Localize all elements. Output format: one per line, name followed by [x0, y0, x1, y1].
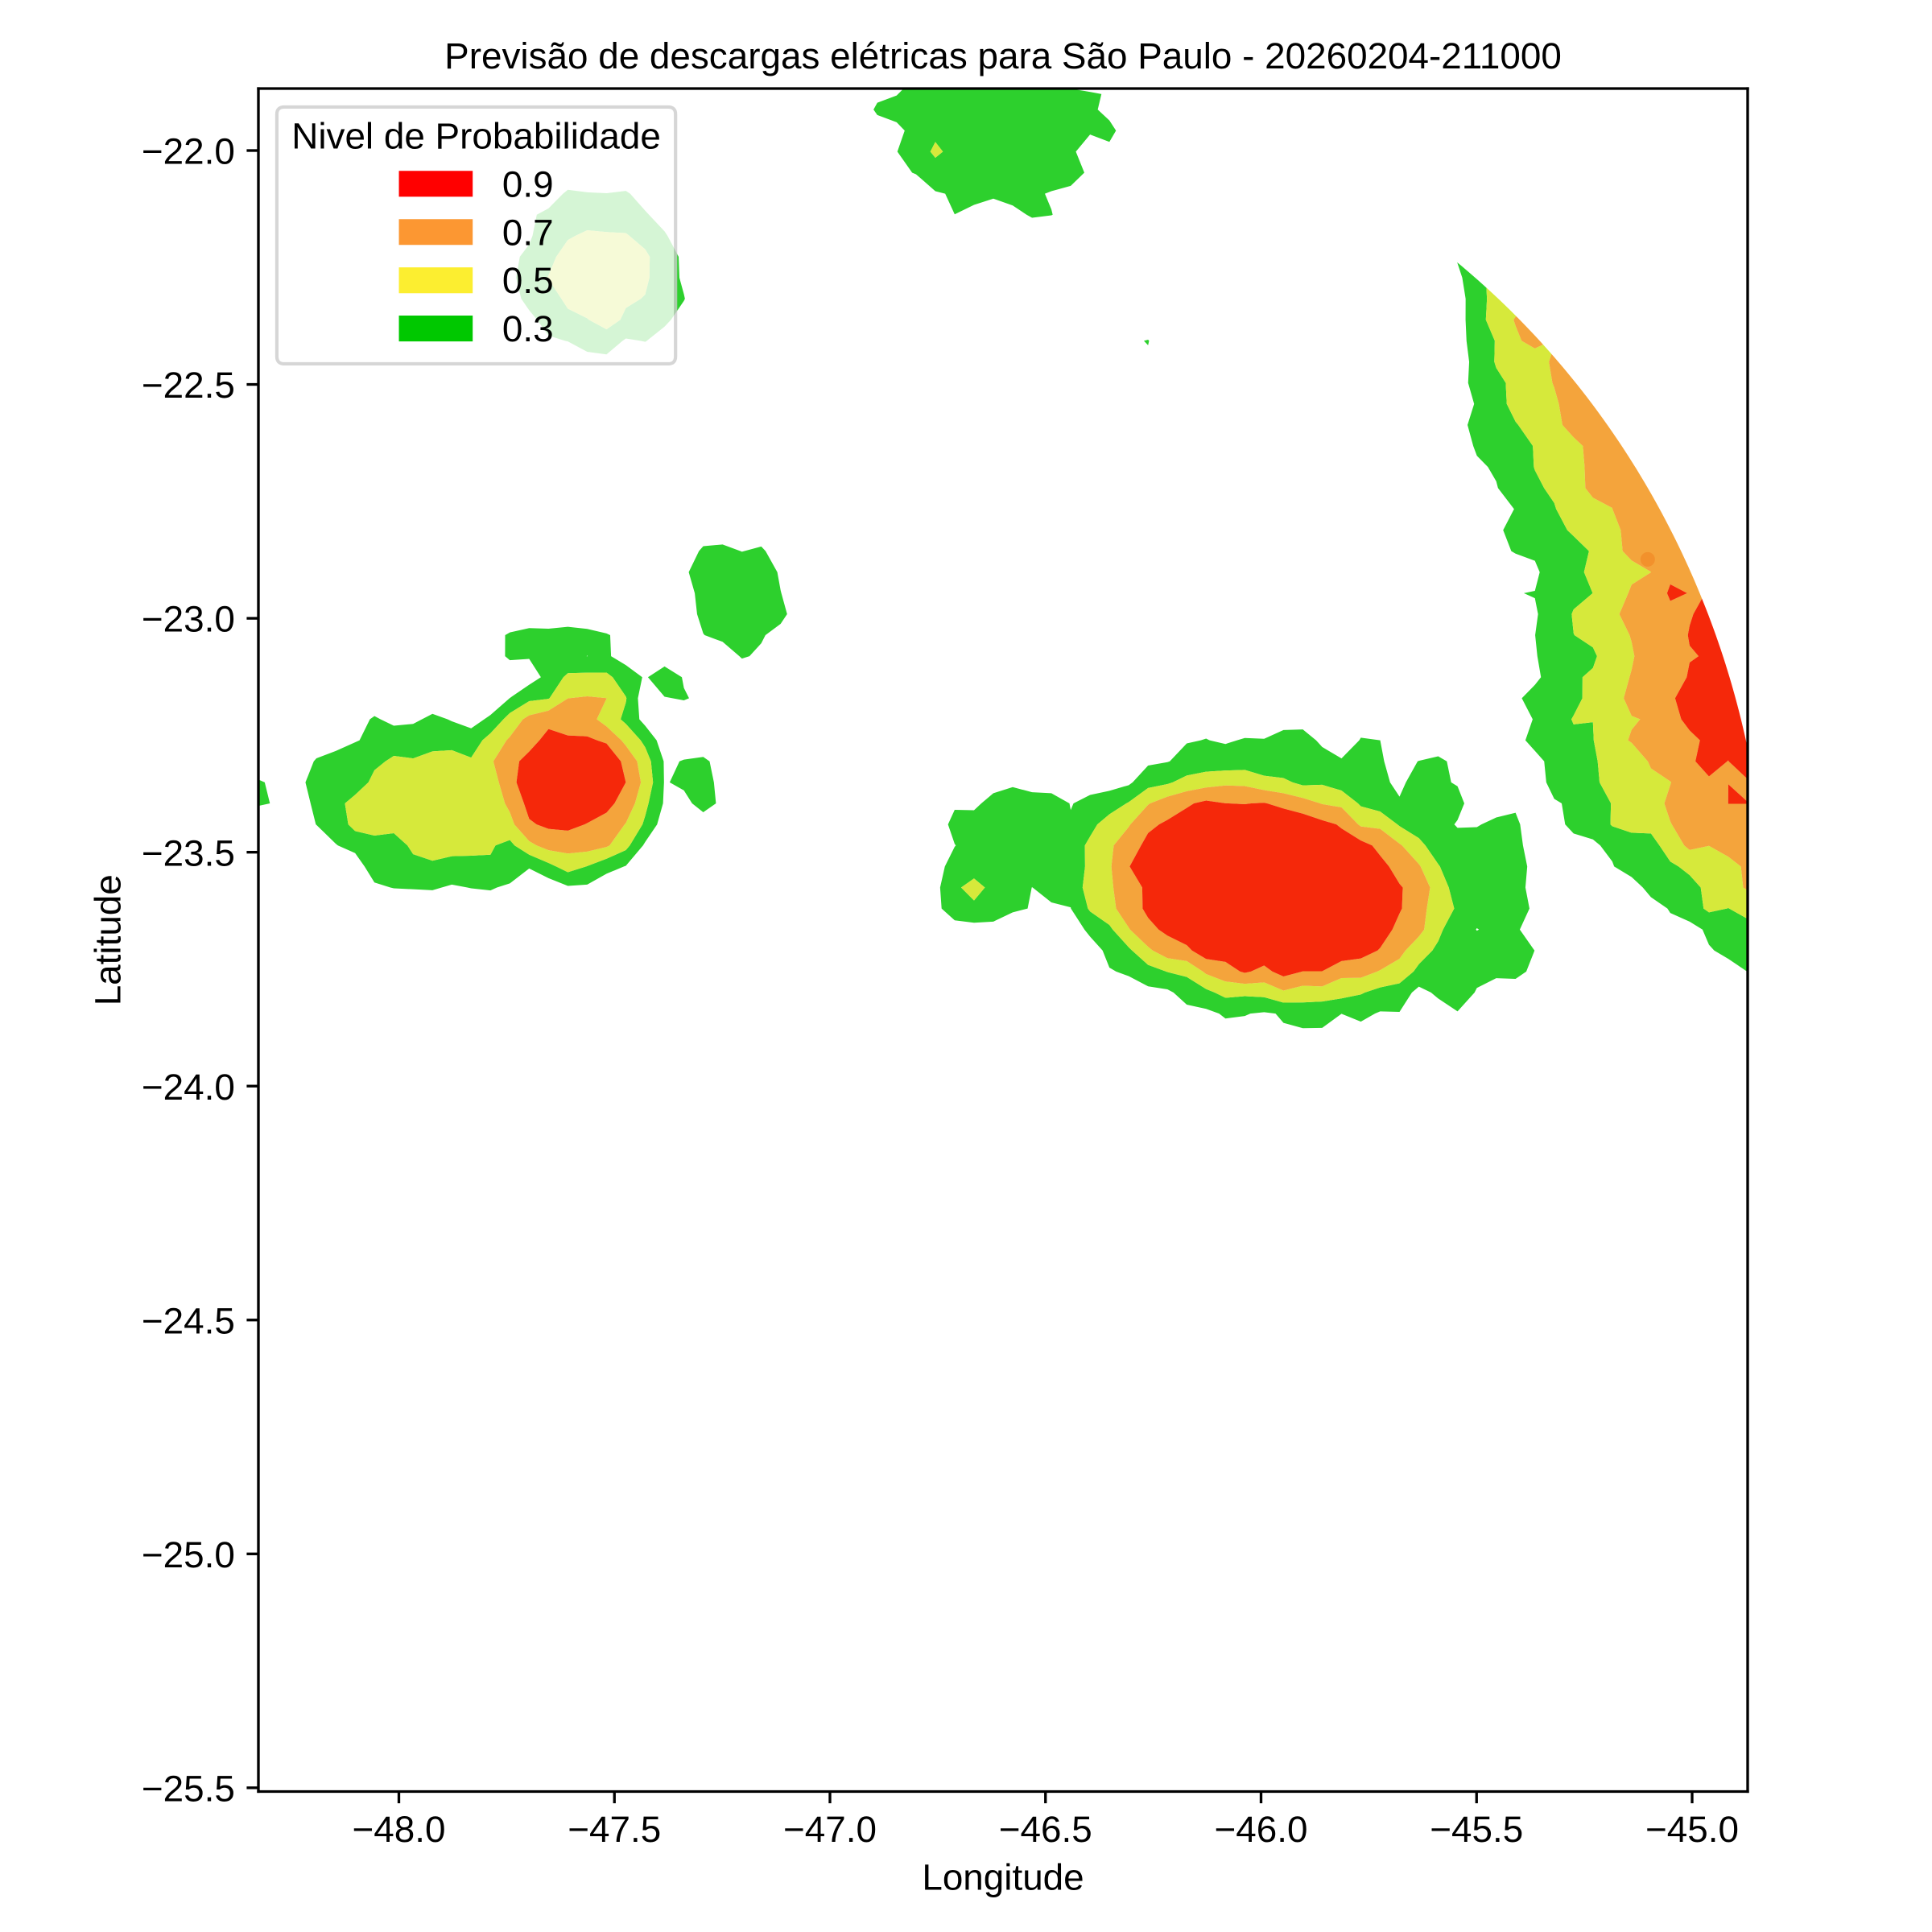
svg-text:0.3: 0.3: [502, 308, 554, 349]
svg-text:−25.0: −25.0: [142, 1534, 235, 1575]
svg-text:−22.5: −22.5: [142, 365, 235, 406]
svg-text:−22.0: −22.0: [142, 131, 235, 172]
svg-text:−47.5: −47.5: [568, 1809, 661, 1850]
svg-text:−46.0: −46.0: [1215, 1809, 1308, 1850]
svg-text:−45.0: −45.0: [1645, 1809, 1739, 1850]
svg-text:0.9: 0.9: [502, 163, 554, 204]
svg-text:−47.0: −47.0: [783, 1809, 877, 1850]
svg-text:Nivel de Probabilidade: Nivel de Probabilidade: [291, 115, 661, 156]
svg-text:−24.0: −24.0: [142, 1067, 235, 1108]
svg-text:−23.0: −23.0: [142, 599, 235, 640]
svg-text:−24.5: −24.5: [142, 1300, 235, 1341]
svg-text:Previsão de descargas elétrica: Previsão de descargas elétricas para São…: [444, 35, 1562, 76]
svg-text:−45.5: −45.5: [1430, 1809, 1523, 1850]
svg-text:0.7: 0.7: [502, 212, 554, 253]
svg-text:−48.0: −48.0: [353, 1809, 446, 1850]
svg-text:Longitude: Longitude: [922, 1856, 1084, 1897]
svg-text:0.5: 0.5: [502, 260, 554, 301]
svg-text:−46.5: −46.5: [999, 1809, 1092, 1850]
svg-text:Latitude: Latitude: [88, 874, 129, 1005]
svg-text:−23.5: −23.5: [142, 832, 235, 873]
svg-text:−25.5: −25.5: [142, 1768, 235, 1809]
